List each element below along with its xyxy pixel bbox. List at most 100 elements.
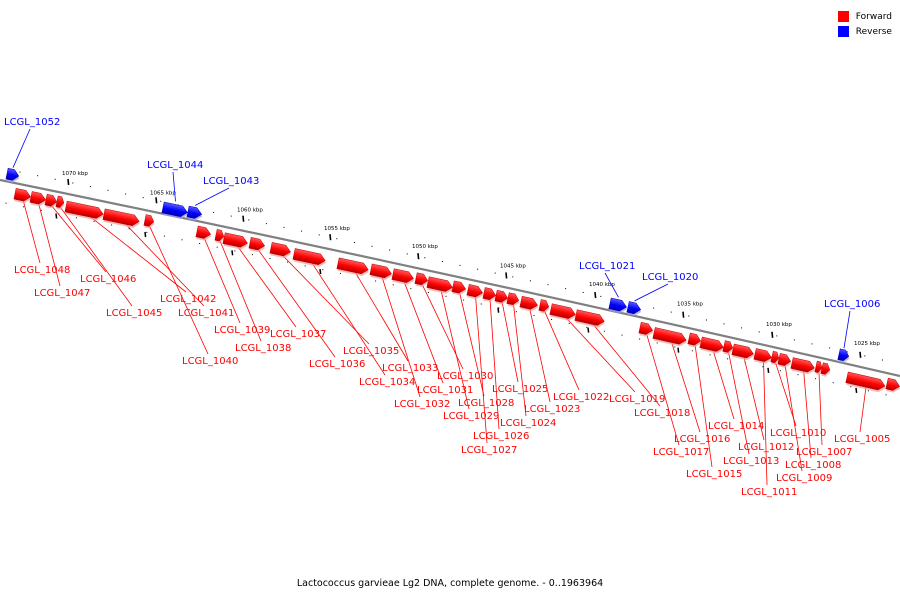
gene-label[interactable]: LCGL_1009 xyxy=(776,473,832,484)
gene-label[interactable]: LCGL_1045 xyxy=(106,308,162,319)
gene-arrow[interactable] xyxy=(102,208,141,229)
gene-arrow[interactable] xyxy=(222,232,249,251)
gene-label[interactable]: LCGL_1030 xyxy=(437,371,493,382)
gene-arrow[interactable] xyxy=(186,205,203,222)
gene-arrow[interactable] xyxy=(13,188,32,204)
gene-label[interactable]: LCGL_1036 xyxy=(309,359,365,370)
gene-label[interactable]: LCGL_1024 xyxy=(500,418,556,429)
scale-major-tick xyxy=(855,387,858,394)
gene-label[interactable]: LCGL_1013 xyxy=(723,456,779,467)
gene-arrow[interactable] xyxy=(538,299,551,315)
gene-label[interactable]: LCGL_1011 xyxy=(741,487,797,498)
gene-label[interactable]: LCGL_1026 xyxy=(473,431,529,442)
gene-label[interactable]: LCGL_1008 xyxy=(785,460,841,471)
gene-arrow[interactable] xyxy=(885,377,900,394)
gene-label[interactable]: LCGL_1006 xyxy=(824,299,880,310)
gene-arrow[interactable] xyxy=(214,229,225,244)
gene-arrow[interactable] xyxy=(269,242,292,259)
gene-label[interactable]: LCGL_1020 xyxy=(642,272,698,283)
gene-label[interactable]: LCGL_1015 xyxy=(686,469,742,480)
gene-label[interactable]: LCGL_1046 xyxy=(80,274,136,285)
gene-arrow[interactable] xyxy=(608,297,628,315)
gene-arrow[interactable] xyxy=(248,237,266,253)
gene-label[interactable]: LCGL_1025 xyxy=(492,384,548,395)
scale-minor-tick xyxy=(142,197,144,199)
gene-arrow[interactable] xyxy=(55,195,65,210)
gene-arrow[interactable] xyxy=(519,295,539,313)
gene-label[interactable]: LCGL_1012 xyxy=(738,442,794,453)
gene-arrow[interactable] xyxy=(626,301,642,318)
gene-arrow[interactable] xyxy=(574,309,606,329)
gene-label[interactable]: LCGL_1014 xyxy=(708,421,764,432)
gene-arrow[interactable] xyxy=(195,225,212,242)
gene-arrow[interactable] xyxy=(336,257,370,277)
gene-label[interactable]: LCGL_1005 xyxy=(834,434,890,445)
gene-arrow[interactable] xyxy=(837,348,851,364)
gene-arrow[interactable] xyxy=(5,167,20,183)
gene-label[interactable]: LCGL_1028 xyxy=(458,398,514,409)
gene-label[interactable]: LCGL_1034 xyxy=(359,377,415,388)
gene-arrow[interactable] xyxy=(722,340,735,356)
gene-arrow[interactable] xyxy=(770,350,781,365)
gene-arrow[interactable] xyxy=(753,348,773,366)
gene-label[interactable]: LCGL_1043 xyxy=(203,176,259,187)
gene-arrow[interactable] xyxy=(426,276,454,295)
gene-label[interactable]: LCGL_1021 xyxy=(579,261,635,272)
gene-arrow[interactable] xyxy=(777,353,793,369)
gene-label[interactable]: LCGL_1035 xyxy=(343,346,399,357)
gene-label[interactable]: LCGL_1018 xyxy=(634,408,690,419)
scale-minor-tick xyxy=(248,219,250,221)
gene-arrow[interactable] xyxy=(44,193,58,209)
gene-label[interactable]: LCGL_1037 xyxy=(270,329,326,340)
scale-minor-tick xyxy=(371,245,373,247)
gene-arrow[interactable] xyxy=(820,362,832,378)
gene-arrow[interactable] xyxy=(845,371,887,394)
gene-arrow[interactable] xyxy=(451,280,467,297)
gene-arrow[interactable] xyxy=(506,292,521,308)
gene-arrow[interactable] xyxy=(638,321,654,338)
gene-arrow[interactable] xyxy=(494,289,509,305)
gene-arrow[interactable] xyxy=(687,332,703,349)
gene-arrow[interactable] xyxy=(652,327,688,348)
gene-arrow[interactable] xyxy=(292,248,327,269)
gene-label[interactable]: LCGL_1010 xyxy=(770,428,826,439)
gene-label[interactable]: LCGL_1042 xyxy=(160,294,216,305)
gene-arrow[interactable] xyxy=(466,284,484,300)
gene-label[interactable]: LCGL_1044 xyxy=(147,160,203,171)
gene-label[interactable]: LCGL_1022 xyxy=(553,392,609,403)
gene-arrow[interactable] xyxy=(29,191,47,208)
gene-label[interactable]: LCGL_1029 xyxy=(443,411,499,422)
gene-label[interactable]: LCGL_1033 xyxy=(382,363,438,374)
label-leader-lines xyxy=(12,128,867,486)
gene-arrow[interactable] xyxy=(482,287,497,303)
gene-label[interactable]: LCGL_1038 xyxy=(235,343,291,354)
gene-label[interactable]: LCGL_1041 xyxy=(178,308,234,319)
gene-arrow[interactable] xyxy=(414,272,429,288)
gene-arrow[interactable] xyxy=(731,343,755,362)
kbp-label: 1030 kbp xyxy=(766,322,792,328)
gene-label[interactable]: LCGL_1031 xyxy=(417,385,473,396)
gene-label[interactable]: LCGL_1016 xyxy=(674,434,730,445)
gene-arrow[interactable] xyxy=(699,336,725,355)
gene-arrow[interactable] xyxy=(64,200,105,222)
gene-arrow[interactable] xyxy=(161,201,189,220)
gene-arrow[interactable] xyxy=(814,360,824,375)
gene-label[interactable]: LCGL_1040 xyxy=(182,356,238,367)
gene-arrow[interactable] xyxy=(143,214,155,230)
gene-label[interactable]: LCGL_1027 xyxy=(461,445,517,456)
gene-label[interactable]: LCGL_1048 xyxy=(14,265,70,276)
gene-label[interactable]: LCGL_1047 xyxy=(34,288,90,299)
gene-label[interactable]: LCGL_1017 xyxy=(653,447,709,458)
gene-label[interactable]: LCGL_1007 xyxy=(796,447,852,458)
gene-label[interactable]: LCGL_1032 xyxy=(394,399,450,410)
gene-arrow[interactable] xyxy=(790,357,816,376)
gene-arrow[interactable] xyxy=(391,268,415,286)
kbp-label: 1025 kbp xyxy=(854,341,880,347)
gene-arrow[interactable] xyxy=(549,303,577,322)
gene-label[interactable]: LCGL_1019 xyxy=(609,394,665,405)
gene-label[interactable]: LCGL_1039 xyxy=(214,325,270,336)
gene-arrow[interactable] xyxy=(369,263,393,281)
gene-label[interactable]: LCGL_1052 xyxy=(4,117,60,128)
scale-minor-tick xyxy=(498,307,500,309)
gene-label[interactable]: LCGL_1023 xyxy=(524,404,580,415)
